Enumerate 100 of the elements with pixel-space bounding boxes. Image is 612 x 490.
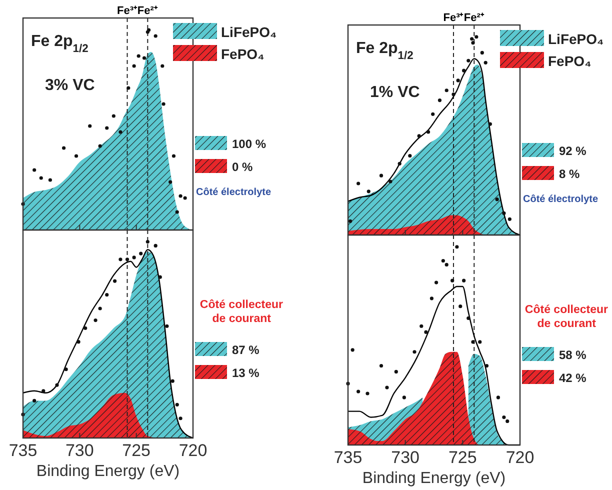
point bbox=[146, 240, 150, 244]
chart-title: Fe 2p$_{1/2}$ bbox=[31, 33, 88, 55]
point bbox=[444, 88, 448, 92]
point bbox=[154, 244, 158, 248]
x-axis-title: Binding Energy (eV) bbox=[36, 463, 180, 480]
point bbox=[172, 154, 176, 158]
point bbox=[160, 64, 164, 68]
point bbox=[64, 368, 68, 372]
text: 8 % bbox=[559, 167, 580, 181]
point bbox=[441, 258, 445, 263]
point bbox=[356, 182, 360, 186]
point bbox=[132, 64, 136, 68]
point bbox=[112, 114, 116, 118]
point bbox=[158, 275, 162, 279]
text: 87 % bbox=[232, 343, 260, 357]
point bbox=[348, 219, 352, 223]
point bbox=[178, 416, 182, 420]
point bbox=[105, 126, 109, 130]
point bbox=[350, 348, 354, 352]
point bbox=[398, 162, 402, 166]
point bbox=[170, 379, 174, 383]
annotation: 3% VC bbox=[45, 77, 96, 94]
point bbox=[408, 154, 412, 158]
text: 42 % bbox=[559, 371, 587, 385]
text: 58 % bbox=[559, 348, 587, 362]
point bbox=[484, 364, 489, 368]
point bbox=[118, 130, 122, 134]
point bbox=[105, 292, 109, 297]
point bbox=[471, 41, 475, 45]
x-tick-label: 720 bbox=[178, 441, 208, 460]
point bbox=[55, 383, 59, 387]
point bbox=[470, 37, 474, 41]
point bbox=[74, 154, 78, 158]
point bbox=[484, 60, 488, 64]
x-tick-label: 725 bbox=[448, 448, 477, 467]
point bbox=[496, 396, 500, 400]
text: Côté collecteur de courant bbox=[200, 299, 284, 325]
point bbox=[356, 390, 360, 394]
x-tick-label: 730 bbox=[391, 448, 420, 467]
point bbox=[118, 258, 122, 262]
ref-line-label: Fe²⁺ bbox=[137, 5, 158, 17]
point bbox=[388, 180, 392, 184]
chart-title: Fe 2p$_{1/2}$ bbox=[356, 40, 414, 62]
point bbox=[168, 180, 172, 184]
point bbox=[183, 196, 187, 200]
point bbox=[466, 58, 470, 62]
x-tick-label: 720 bbox=[506, 448, 534, 467]
text: Côté électrolyte bbox=[196, 187, 272, 198]
point bbox=[412, 350, 416, 354]
point bbox=[32, 168, 36, 172]
point bbox=[434, 280, 438, 284]
point bbox=[431, 112, 435, 116]
point bbox=[450, 278, 454, 282]
point bbox=[366, 392, 370, 396]
text: Côté collecteur de courant bbox=[524, 304, 609, 330]
point bbox=[84, 326, 88, 330]
point bbox=[480, 50, 484, 55]
point bbox=[452, 92, 456, 96]
point bbox=[462, 278, 466, 282]
point bbox=[420, 324, 424, 328]
point bbox=[162, 102, 166, 106]
legend-label: LiFePO₄ bbox=[548, 31, 604, 47]
x-axis-title: Binding Energy (eV) bbox=[362, 470, 506, 487]
point bbox=[379, 174, 384, 178]
legend-label: LiFePO₄ bbox=[221, 24, 277, 40]
point bbox=[366, 190, 370, 194]
point bbox=[474, 35, 478, 39]
point bbox=[62, 146, 66, 150]
point bbox=[438, 98, 442, 102]
point bbox=[175, 210, 179, 214]
point bbox=[394, 370, 398, 374]
point bbox=[48, 178, 52, 182]
point bbox=[444, 262, 448, 267]
point bbox=[508, 217, 512, 221]
point bbox=[175, 402, 179, 406]
point bbox=[466, 316, 470, 320]
text: 0 % bbox=[232, 160, 254, 174]
point bbox=[142, 56, 146, 60]
point bbox=[125, 258, 130, 262]
point bbox=[424, 330, 428, 334]
point bbox=[488, 122, 492, 126]
ref-line-label: Fe²⁺ bbox=[464, 12, 484, 24]
text: Côté électrolyte bbox=[523, 194, 598, 205]
point bbox=[426, 130, 430, 134]
text: 13 % bbox=[232, 366, 260, 380]
point bbox=[456, 78, 460, 82]
legend-label: FePO₄ bbox=[548, 53, 592, 69]
point bbox=[42, 389, 46, 393]
point bbox=[94, 318, 98, 322]
point bbox=[39, 176, 43, 180]
point bbox=[379, 364, 384, 368]
point bbox=[132, 256, 136, 260]
point bbox=[417, 134, 421, 138]
x-tick-label: 735 bbox=[8, 441, 38, 460]
ref-line-label: Fe³⁺ bbox=[117, 5, 138, 17]
ref-line-label: Fe³⁺ bbox=[443, 12, 464, 24]
point bbox=[98, 306, 102, 310]
point bbox=[502, 211, 506, 216]
point bbox=[506, 419, 510, 424]
annotation: 1% VC bbox=[370, 84, 420, 101]
